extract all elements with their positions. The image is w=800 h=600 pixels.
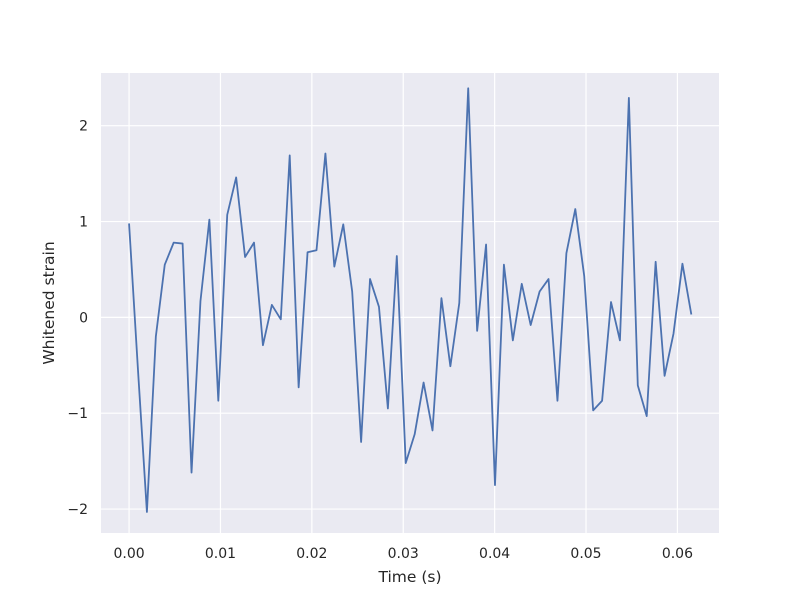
x-tick-label: 0.00 bbox=[113, 546, 144, 562]
y-axis-ticks: −2 −1 0 1 2 bbox=[67, 119, 88, 518]
y-tick-label: 1 bbox=[79, 215, 88, 231]
x-tick-label: 0.05 bbox=[570, 546, 601, 562]
x-tick-label: 0.06 bbox=[662, 546, 693, 562]
x-axis-ticks: 0.00 0.01 0.02 0.03 0.04 0.05 0.06 bbox=[113, 546, 693, 562]
x-tick-label: 0.04 bbox=[479, 546, 510, 562]
y-tick-label: −2 bbox=[67, 502, 88, 518]
plot-area bbox=[101, 73, 719, 533]
y-tick-label: −1 bbox=[67, 406, 88, 422]
series-line bbox=[128, 87, 693, 513]
y-tick-label: 0 bbox=[79, 310, 88, 326]
x-tick-label: 0.03 bbox=[388, 546, 419, 562]
series-group bbox=[128, 87, 693, 513]
x-axis-label: Time (s) bbox=[377, 568, 441, 586]
y-axis-label: Whitened strain bbox=[40, 241, 58, 364]
x-tick-label: 0.02 bbox=[296, 546, 327, 562]
y-tick-label: 2 bbox=[79, 119, 88, 135]
x-tick-label: 0.01 bbox=[205, 546, 236, 562]
